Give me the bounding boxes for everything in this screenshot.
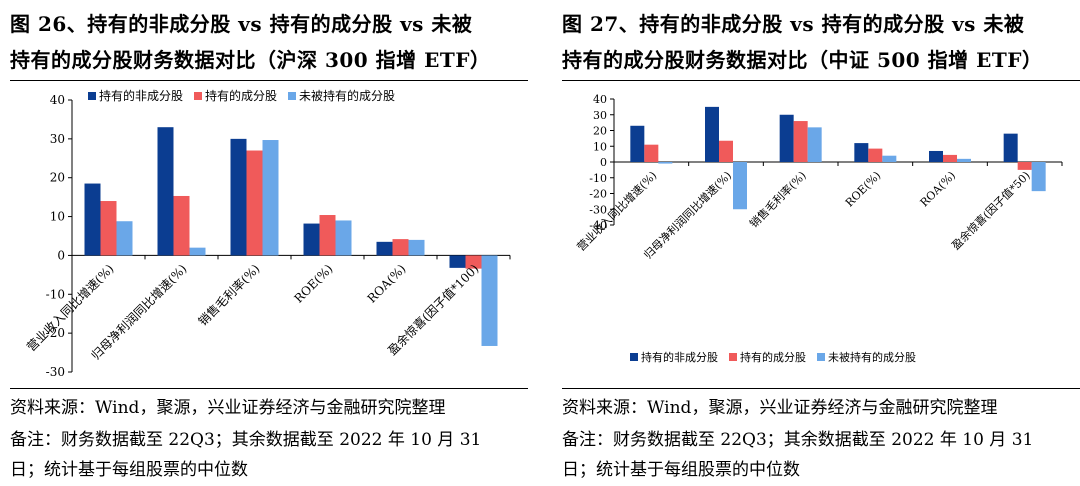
figure-title-line1: 图 27、持有的非成分股 vs 持有的成分股 vs 未被 [562, 12, 1025, 36]
y-tick-label: 30 [593, 109, 607, 122]
legend-swatch [630, 353, 638, 361]
legend-label: 未被持有的成分股 [299, 88, 395, 103]
bar-3-1 [116, 221, 133, 256]
bar-3-3 [262, 140, 279, 256]
y-tick-label: -20 [46, 326, 65, 340]
bar-1-1 [630, 125, 645, 162]
bar-1-1 [84, 183, 101, 256]
chart-svg: -40-30-20-10010203040营业收入同比增速(%)归母净利润同比增… [574, 93, 1063, 364]
bar-2-4 [319, 215, 336, 256]
source-note: 资料来源：Wind，聚源，兴业证券经济与金融研究院整理 [562, 398, 998, 418]
bar-2-3 [246, 150, 263, 256]
x-category-label: ROA(%) [918, 169, 959, 210]
bar-3-2 [733, 162, 747, 210]
bar-chart-hs300: -30 -20 -10 0 10 20 30 40 营业收入同比增速(%) 归母净利润同比增速(%… [10, 84, 528, 384]
legend-swatch [729, 353, 737, 361]
bottom-rule [10, 388, 528, 389]
bar-3-3 [807, 127, 822, 162]
bar-1-2 [705, 106, 719, 162]
figure-title-line2: 持有的成分股财务数据对比（沪深 300 指增 ETF） [10, 48, 491, 72]
x-category-label: 销售毛利率(%) [747, 168, 809, 230]
top-rule [562, 80, 1080, 81]
remark-line1: 备注：财务数据截至 22Q3；其余数据截至 2022 年 10 月 31 [562, 430, 1034, 450]
bar-3-5 [957, 158, 971, 162]
bottom-rule [562, 388, 1080, 389]
legend-label: 持有的非成分股 [641, 350, 718, 364]
y-tick-label: 40 [593, 93, 607, 106]
y-tick-label: 10 [593, 140, 607, 153]
bar-3-2 [189, 247, 206, 256]
bar-2-6 [1017, 162, 1032, 170]
bar-1-4 [303, 223, 320, 256]
y-tick-label: 20 [50, 171, 65, 185]
legend-label: 持有的成分股 [205, 88, 277, 103]
bar-1-2 [157, 127, 174, 256]
legend-label: 持有的成分股 [740, 350, 806, 364]
source-note: 资料来源：Wind，聚源，兴业证券经济与金融研究院整理 [10, 398, 446, 418]
bar-chart-zz500: -40 -30 -20 -10 0 10 20 30 40 营业收入同比增速(%) 归母净利润同比增… [562, 84, 1080, 384]
remark-line2: 日；统计基于每组股票的中位数 [562, 460, 800, 480]
bar-2-6 [465, 255, 482, 269]
legend-swatch [288, 92, 296, 100]
y-tick-label: -30 [46, 365, 65, 379]
x-category-label: 营业收入同比增速(%) [574, 168, 660, 254]
figure-27-panel: 图 27、持有的非成分股 vs 持有的成分股 vs 未被 持有的成分股财务数据对… [562, 0, 1080, 486]
legend-swatch [194, 92, 202, 100]
legend-label: 持有的非成分股 [99, 88, 183, 103]
bar-2-1 [100, 201, 117, 256]
y-tick-label: 0 [600, 156, 607, 169]
y-tick-label: 0 [57, 248, 65, 262]
y-tick-label: 20 [593, 125, 607, 138]
top-rule [10, 80, 528, 81]
bar-3-1 [658, 162, 673, 164]
bar-2-1 [644, 144, 659, 162]
bar-2-5 [392, 239, 409, 256]
bar-3-6 [1031, 162, 1046, 192]
bar-1-5 [376, 241, 393, 256]
legend-swatch [88, 92, 96, 100]
figure-title: 图 26、持有的非成分股 vs 持有的成分股 vs 未被 持有的成分股财务数据对… [10, 6, 528, 78]
bar-1-3 [779, 114, 794, 162]
x-category-label: ROE(%) [291, 262, 335, 306]
y-tick-label: -20 [589, 188, 607, 201]
bar-1-6 [449, 255, 466, 268]
bar-1-6 [1003, 133, 1018, 162]
figure-title-line1: 图 26、持有的非成分股 vs 持有的成分股 vs 未被 [10, 12, 473, 36]
legend-label: 未被持有的成分股 [828, 350, 916, 364]
bar-3-4 [882, 155, 897, 162]
bar-2-5 [943, 154, 957, 162]
chart-svg: -30-20-10010203040营业收入同比增速(%)归母净利润同比增速(%… [24, 88, 511, 379]
bar-2-2 [719, 140, 733, 162]
y-tick-label: 40 [50, 93, 65, 107]
figure-title-line2: 持有的成分股财务数据对比（中证 500 指增 ETF） [562, 48, 1043, 72]
y-tick-label: 30 [50, 132, 65, 146]
bar-2-2 [173, 195, 190, 256]
bar-2-4 [868, 148, 883, 162]
y-tick-label: -10 [589, 172, 607, 185]
y-tick-label: -30 [589, 203, 607, 216]
figure-26-panel: 图 26、持有的非成分股 vs 持有的成分股 vs 未被 持有的成分股财务数据对… [10, 0, 528, 486]
x-category-label: 盈余惊喜(因子值*50) [949, 168, 1033, 252]
remark-line1: 备注：财务数据截至 22Q3；其余数据截至 2022 年 10 月 31 [10, 430, 482, 450]
remark-line2: 日；统计基于每组股票的中位数 [10, 460, 248, 480]
legend-swatch [817, 353, 825, 361]
bar-2-3 [793, 121, 808, 162]
bar-3-4 [335, 220, 352, 256]
y-tick-label: -10 [46, 287, 65, 301]
bar-1-4 [854, 143, 869, 162]
bar-3-5 [408, 239, 425, 256]
figure-title: 图 27、持有的非成分股 vs 持有的成分股 vs 未被 持有的成分股财务数据对… [562, 6, 1080, 78]
x-category-label: ROE(%) [843, 169, 884, 210]
y-tick-label: -40 [589, 219, 607, 232]
y-tick-label: 10 [50, 210, 65, 224]
bar-1-3 [230, 138, 247, 256]
bar-1-5 [929, 150, 943, 162]
x-category-label: ROA(%) [365, 262, 409, 306]
x-category-label: 销售毛利率(%) [195, 261, 263, 329]
bar-3-6 [481, 255, 498, 346]
